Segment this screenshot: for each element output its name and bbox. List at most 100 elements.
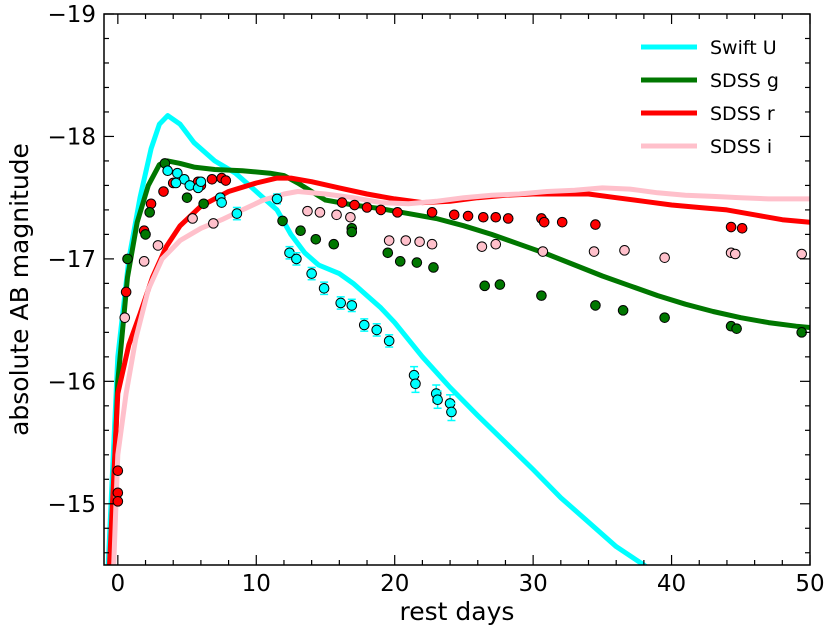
data-point-sdss-i-20: [729, 248, 741, 260]
data-point-sdss-i-8: [345, 211, 356, 223]
data-point-sdss-i-2: [152, 240, 164, 251]
data-point-sdss-i-7: [331, 209, 342, 221]
data-point-sdss-g-6: [277, 215, 288, 227]
data-point-sdss-r-5: [145, 198, 157, 210]
data-point-sdss-r-2: [112, 496, 124, 507]
y-tick-label-1: −16: [47, 369, 96, 395]
data-point-swift-u-10: [271, 193, 283, 205]
legend-label-sdss-r: SDSS r: [710, 103, 775, 125]
data-point-sdss-r-26: [556, 216, 568, 228]
x-tick-label-5: 50: [795, 571, 824, 597]
data-point-sdss-r-23: [502, 213, 514, 224]
data-point-sdss-g-11: [346, 226, 358, 238]
x-tick-label-2: 20: [380, 571, 409, 597]
data-point-swift-u-14: [318, 282, 330, 294]
data-point-sdss-r-16: [375, 204, 387, 216]
data-point-sdss-i-12: [426, 238, 438, 250]
data-point-swift-u-16: [346, 300, 358, 311]
data-point-sdss-g-13: [394, 256, 406, 267]
data-point-sdss-r-18: [426, 207, 438, 218]
data-point-swift-u-13: [306, 268, 317, 279]
data-point-sdss-r-19: [448, 209, 460, 221]
data-point-sdss-i-5: [302, 205, 313, 217]
data-point-sdss-r-27: [590, 219, 601, 230]
data-point-sdss-g-14: [411, 257, 423, 268]
data-point-sdss-r-12: [220, 175, 232, 186]
data-point-sdss-i-0: [119, 312, 131, 323]
data-point-swift-u-15: [335, 297, 347, 309]
data-point-sdss-i-11: [414, 236, 425, 248]
data-point-sdss-i-4: [208, 218, 219, 229]
data-point-sdss-i-9: [383, 235, 395, 246]
data-point-sdss-g-2: [144, 207, 155, 218]
data-point-sdss-r-13: [336, 197, 348, 208]
model-lines-layer: [105, 113, 810, 565]
legend-label-sdss-g: SDSS g: [710, 70, 779, 92]
data-point-sdss-i-15: [537, 246, 549, 257]
data-point-sdss-i-6: [314, 207, 326, 218]
data-point-swift-u-6: [195, 176, 207, 188]
data-point-sdss-g-18: [536, 290, 547, 301]
data-point-swift-u-12: [291, 253, 302, 265]
plot-frame: [103, 13, 811, 566]
y-tick-label-2: −17: [47, 247, 96, 273]
x-axis-label: rest days: [400, 597, 515, 626]
y-axis-label: absolute AB magnitude: [5, 143, 34, 436]
legend: Swift U SDSS g SDSS r SDSS i: [641, 37, 779, 158]
x-tick-label-3: 30: [518, 571, 547, 597]
y-tick-label-3: −18: [47, 124, 96, 150]
data-point-sdss-r-29: [736, 222, 748, 234]
data-point-sdss-r-25: [538, 216, 550, 228]
data-point-swift-u-21: [410, 378, 421, 390]
data-point-sdss-g-0: [122, 253, 133, 265]
axis-ticks-layer: 0 10 20 30 40 50 −15 −16 −17 −18 −19: [47, 2, 824, 597]
data-point-swift-u-25: [446, 406, 457, 418]
data-point-swift-u-23: [432, 394, 443, 406]
data-point-sdss-r-14: [349, 199, 360, 211]
data-point-sdss-g-4: [181, 192, 193, 203]
data-point-sdss-r-3: [120, 286, 132, 298]
data-point-sdss-i-16: [588, 246, 600, 257]
data-point-sdss-i-21: [796, 248, 807, 260]
data-points-layer: [112, 158, 807, 507]
x-tick-label-4: 40: [657, 571, 686, 597]
data-point-sdss-i-13: [476, 241, 488, 252]
data-point-sdss-g-1: [140, 229, 151, 240]
data-point-swift-u-9: [231, 208, 243, 219]
data-point-sdss-r-20: [462, 210, 474, 222]
data-point-sdss-i-3: [187, 213, 198, 224]
data-point-sdss-g-16: [479, 280, 490, 292]
data-point-swift-u-8: [216, 197, 227, 208]
series-line-swift-u: [105, 113, 648, 565]
data-point-sdss-r-28: [725, 221, 737, 233]
data-point-sdss-i-1: [138, 256, 150, 267]
data-point-sdss-i-14: [490, 238, 502, 250]
data-point-sdss-g-8: [310, 233, 322, 245]
data-point-sdss-g-17: [494, 279, 506, 290]
y-tick-label-0: −15: [47, 492, 96, 518]
data-point-sdss-g-19: [590, 300, 601, 311]
legend-label-sdss-i: SDSS i: [710, 136, 772, 158]
data-point-sdss-r-0: [112, 465, 124, 477]
data-point-sdss-i-18: [659, 252, 670, 263]
data-point-sdss-g-20: [617, 305, 629, 316]
data-point-swift-u-3: [170, 177, 182, 189]
data-point-sdss-r-15: [361, 202, 373, 213]
data-point-sdss-g-5: [198, 198, 209, 210]
data-point-sdss-r-21: [478, 211, 489, 223]
data-point-sdss-i-10: [400, 235, 412, 246]
data-point-swift-u-17: [358, 319, 370, 331]
data-point-sdss-r-22: [490, 211, 502, 223]
data-point-sdss-g-21: [659, 312, 670, 323]
data-point-sdss-g-23: [731, 323, 742, 334]
data-point-sdss-r-6: [158, 186, 169, 197]
data-point-swift-u-0: [162, 165, 173, 177]
data-point-swift-u-19: [383, 335, 395, 347]
data-point-swift-u-18: [371, 324, 383, 336]
legend-label-swift-u: Swift U: [710, 37, 777, 59]
data-point-sdss-i-17: [619, 245, 630, 256]
data-point-sdss-r-17: [392, 207, 403, 218]
data-point-sdss-g-9: [328, 238, 340, 250]
x-tick-label-1: 10: [242, 571, 271, 597]
data-point-sdss-g-7: [295, 225, 306, 237]
